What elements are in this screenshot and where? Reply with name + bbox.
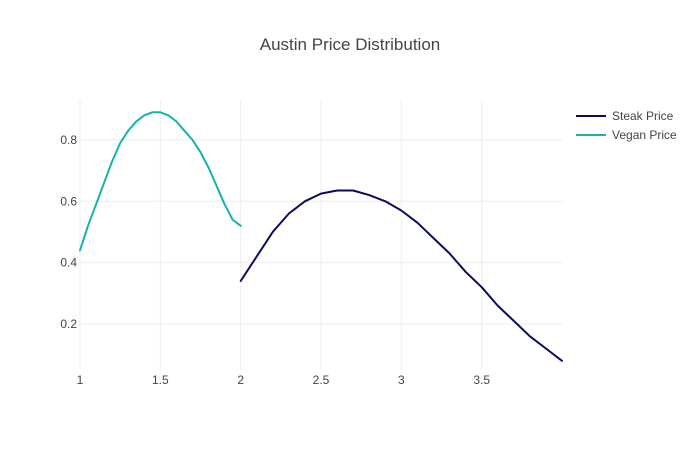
legend-item-vegan-price[interactable]: Vegan Price xyxy=(576,128,677,142)
x-tick-label: 3 xyxy=(398,373,405,387)
y-tick-label: 0.8 xyxy=(60,133,77,147)
legend-label: Vegan Price xyxy=(612,128,677,142)
x-tick-label: 1.5 xyxy=(152,373,169,387)
y-tick-label: 0.4 xyxy=(60,256,77,270)
grid-layer xyxy=(79,100,562,370)
legend-item-steak-price[interactable]: Steak Price xyxy=(576,109,674,123)
legend[interactable]: Steak Price Vegan Price xyxy=(576,109,677,142)
axis-layer: 1 1.5 2 2.5 3 3.5 0.2 0.4 0.6 0.8 xyxy=(60,133,490,387)
series-layer xyxy=(79,111,563,362)
y-tick-label: 0.6 xyxy=(60,194,77,208)
x-tick-label: 2 xyxy=(237,373,244,387)
chart-title: Austin Price Distribution xyxy=(260,35,440,54)
series-line-vegan-price xyxy=(79,111,242,252)
x-tick-label: 2.5 xyxy=(313,373,330,387)
y-tick-label: 0.2 xyxy=(60,317,77,331)
legend-label: Steak Price xyxy=(612,109,674,123)
x-tick-label: 3.5 xyxy=(473,373,490,387)
series-line-steak-price xyxy=(239,189,563,362)
x-tick-label: 1 xyxy=(77,373,84,387)
